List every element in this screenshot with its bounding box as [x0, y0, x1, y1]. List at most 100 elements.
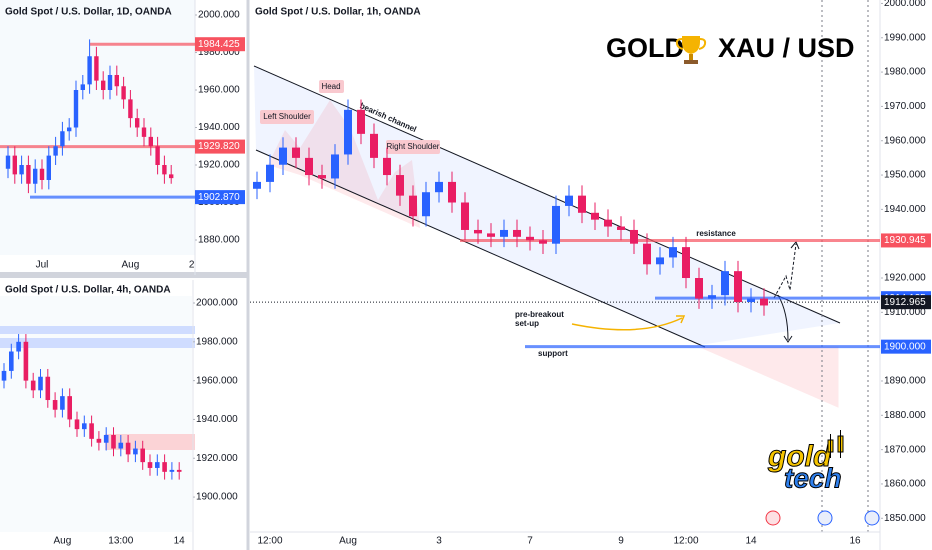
label-box	[260, 110, 314, 124]
candle-body	[121, 86, 126, 100]
candle-body	[253, 181, 261, 189]
y-tick-label: 1920.000	[198, 160, 240, 171]
price-label-bg	[195, 190, 245, 205]
chart-title: Gold Spot / U.S. Dollar, 4h, OANDA	[5, 285, 171, 296]
y-tick-label: 1970.000	[884, 101, 926, 112]
y-tick-label: 1890.000	[884, 376, 926, 387]
y-tick-label: 2000.000	[198, 10, 240, 21]
price-label: 1902.870	[198, 192, 240, 203]
panel-bg	[0, 0, 195, 255]
candle-body	[46, 155, 51, 180]
annotation: Right Shoulder	[387, 142, 440, 151]
candle-body	[114, 75, 119, 87]
logo: gold	[767, 440, 832, 473]
candle-body	[107, 75, 113, 90]
candle-body	[747, 298, 755, 303]
candle-body	[669, 247, 677, 258]
candle-body	[682, 247, 690, 279]
candle-body	[513, 229, 521, 237]
candle-body	[89, 423, 94, 439]
y-tick-label: 1940.000	[196, 414, 238, 425]
y-tick-label: 1990.000	[884, 32, 926, 43]
arrow	[773, 243, 797, 299]
candle-body	[33, 168, 38, 184]
candle-body	[760, 298, 768, 306]
candle-body	[695, 278, 703, 299]
event-icon[interactable]	[817, 510, 833, 526]
y-tick-label: 1960.000	[884, 135, 926, 146]
y-tick-label: 1950.000	[884, 170, 926, 181]
price-label: 1984.425	[198, 39, 240, 50]
price-label: 1930.945	[884, 235, 926, 246]
pattern-fill	[268, 100, 420, 228]
annotation: pre-breakout	[515, 310, 564, 319]
event-icon[interactable]	[864, 510, 880, 526]
candle-body	[487, 233, 495, 237]
x-tick-label: 12:00	[257, 536, 282, 547]
candle-body	[591, 212, 599, 220]
candle-body	[38, 376, 43, 391]
candle-body	[708, 295, 716, 299]
headline: GOLD	[606, 33, 684, 63]
price-label-bg	[195, 37, 245, 52]
candle-body	[448, 181, 456, 203]
arrow	[571, 317, 683, 331]
y-tick-label: 1940.000	[884, 204, 926, 215]
annotation: Left Shoulder	[263, 112, 311, 121]
candle-body	[39, 168, 45, 180]
x-tick-label: 13:00	[108, 536, 133, 547]
candle-body	[19, 165, 24, 175]
candle-body	[73, 90, 79, 128]
candle-body	[148, 136, 153, 147]
price-label-bg	[881, 233, 931, 248]
event-icon[interactable]	[765, 510, 781, 526]
candle-body	[721, 271, 729, 296]
candle-body	[162, 462, 167, 472]
candle-body	[176, 469, 182, 472]
y-tick-label: 1880.000	[884, 410, 926, 421]
candle-body	[396, 175, 404, 196]
candle-body	[12, 155, 17, 175]
x-tick-label: 12:00	[673, 536, 698, 547]
x-tick-label: 9	[618, 536, 624, 547]
candle-body	[539, 240, 547, 244]
x-tick-label: 3	[436, 536, 442, 547]
candle-body	[266, 164, 274, 182]
y-tick-label: 2000.000	[196, 298, 238, 309]
price-label-bg	[881, 339, 931, 354]
candle-body	[435, 181, 443, 193]
price-label: 1912.965	[884, 297, 926, 308]
x-tick-label: 16	[849, 536, 861, 547]
candle-body	[118, 442, 124, 449]
candle-body	[643, 243, 651, 265]
y-tick-label: 1960.000	[196, 375, 238, 386]
candle-body	[292, 147, 300, 158]
candle-body	[500, 229, 508, 237]
candle-body	[630, 229, 638, 244]
candle-body	[552, 205, 560, 244]
panel-bg	[0, 296, 192, 532]
price-label-bg	[881, 295, 931, 310]
x-tick-label: 14	[174, 536, 186, 547]
candle-body	[656, 257, 664, 265]
headline: XAU / USD	[718, 33, 855, 63]
candle-body	[565, 195, 573, 206]
candle-body	[331, 154, 339, 179]
candle-body	[141, 127, 147, 137]
candle-body	[344, 109, 352, 155]
annotation: set-up	[515, 319, 539, 328]
candle-body	[305, 157, 313, 176]
candle-body	[45, 376, 51, 401]
candle-body	[101, 80, 106, 90]
candle-body	[169, 174, 174, 179]
y-tick-label: 1980.000	[884, 67, 926, 78]
candle-body	[9, 351, 14, 371]
arrow-head	[790, 241, 800, 250]
candle-body	[128, 99, 133, 119]
price-label: 1900.000	[884, 341, 926, 352]
y-tick-label: 2000.000	[884, 0, 926, 9]
annotation: Head	[321, 82, 340, 91]
price-label: 1929.820	[198, 141, 240, 152]
annotation: support	[538, 349, 568, 358]
arrow-head	[676, 315, 686, 324]
